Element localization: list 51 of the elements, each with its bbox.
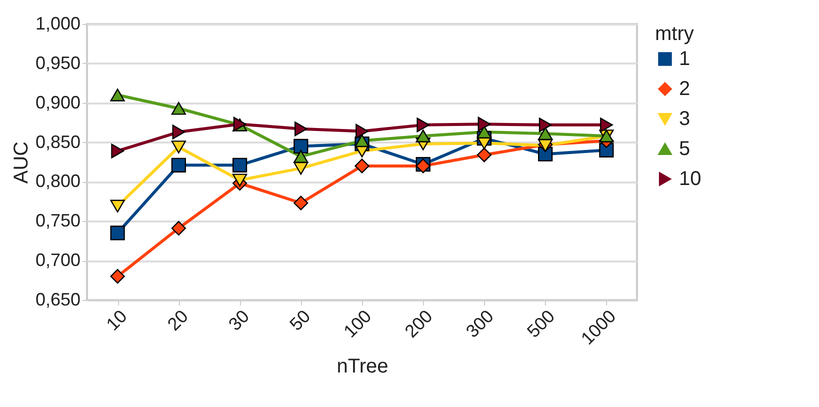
y-tick-label: 0,950 [35, 52, 80, 73]
point [600, 118, 613, 132]
x-tick-label: 100 [340, 306, 376, 342]
x-tick-label: 50 [286, 306, 314, 334]
point [294, 150, 308, 163]
legend-label: 5 [679, 138, 690, 160]
y-tick-label: 0,700 [35, 250, 80, 270]
y-tick-label: 0,850 [35, 132, 80, 152]
point [354, 134, 370, 148]
point [171, 140, 186, 154]
point [171, 158, 186, 172]
point [476, 126, 492, 138]
point [172, 124, 186, 140]
point [294, 138, 308, 154]
x-tick-label: 10 [102, 306, 131, 334]
legend-label: 1 [679, 48, 690, 70]
x-tick-label: 500 [523, 306, 559, 342]
point [110, 226, 125, 240]
y-tick-label: 0,900 [35, 92, 80, 112]
point [171, 102, 186, 115]
point [111, 144, 124, 158]
point [232, 158, 248, 172]
point [294, 196, 308, 210]
point [294, 122, 308, 136]
legend-label: 10 [679, 168, 702, 190]
point [538, 118, 552, 132]
x-tick-label: 30 [224, 306, 254, 334]
x-tick-label: 300 [462, 306, 498, 342]
legend-label: 3 [679, 108, 690, 130]
point [171, 220, 186, 236]
y-tick-label: 0,750 [35, 210, 80, 231]
point [416, 118, 430, 132]
y-axis-title: AUC [10, 141, 32, 184]
x-tick-label: 20 [164, 306, 192, 334]
x-tick-label: 200 [400, 306, 436, 342]
point [478, 116, 491, 132]
point [110, 88, 125, 102]
y-tick-label: 1,000 [35, 14, 80, 34]
point [354, 158, 370, 174]
legend-title: mtry [655, 23, 694, 45]
point [356, 124, 368, 139]
point [232, 174, 248, 187]
point [538, 127, 553, 140]
y-tick-label: 0,650 [35, 290, 80, 310]
point [476, 148, 492, 162]
legend-label: 2 [679, 78, 690, 100]
x-axis-title: nTree [336, 356, 388, 378]
point [110, 269, 125, 284]
point [416, 130, 430, 142]
point [110, 200, 125, 213]
y-tick-label: 0,800 [35, 171, 80, 192]
